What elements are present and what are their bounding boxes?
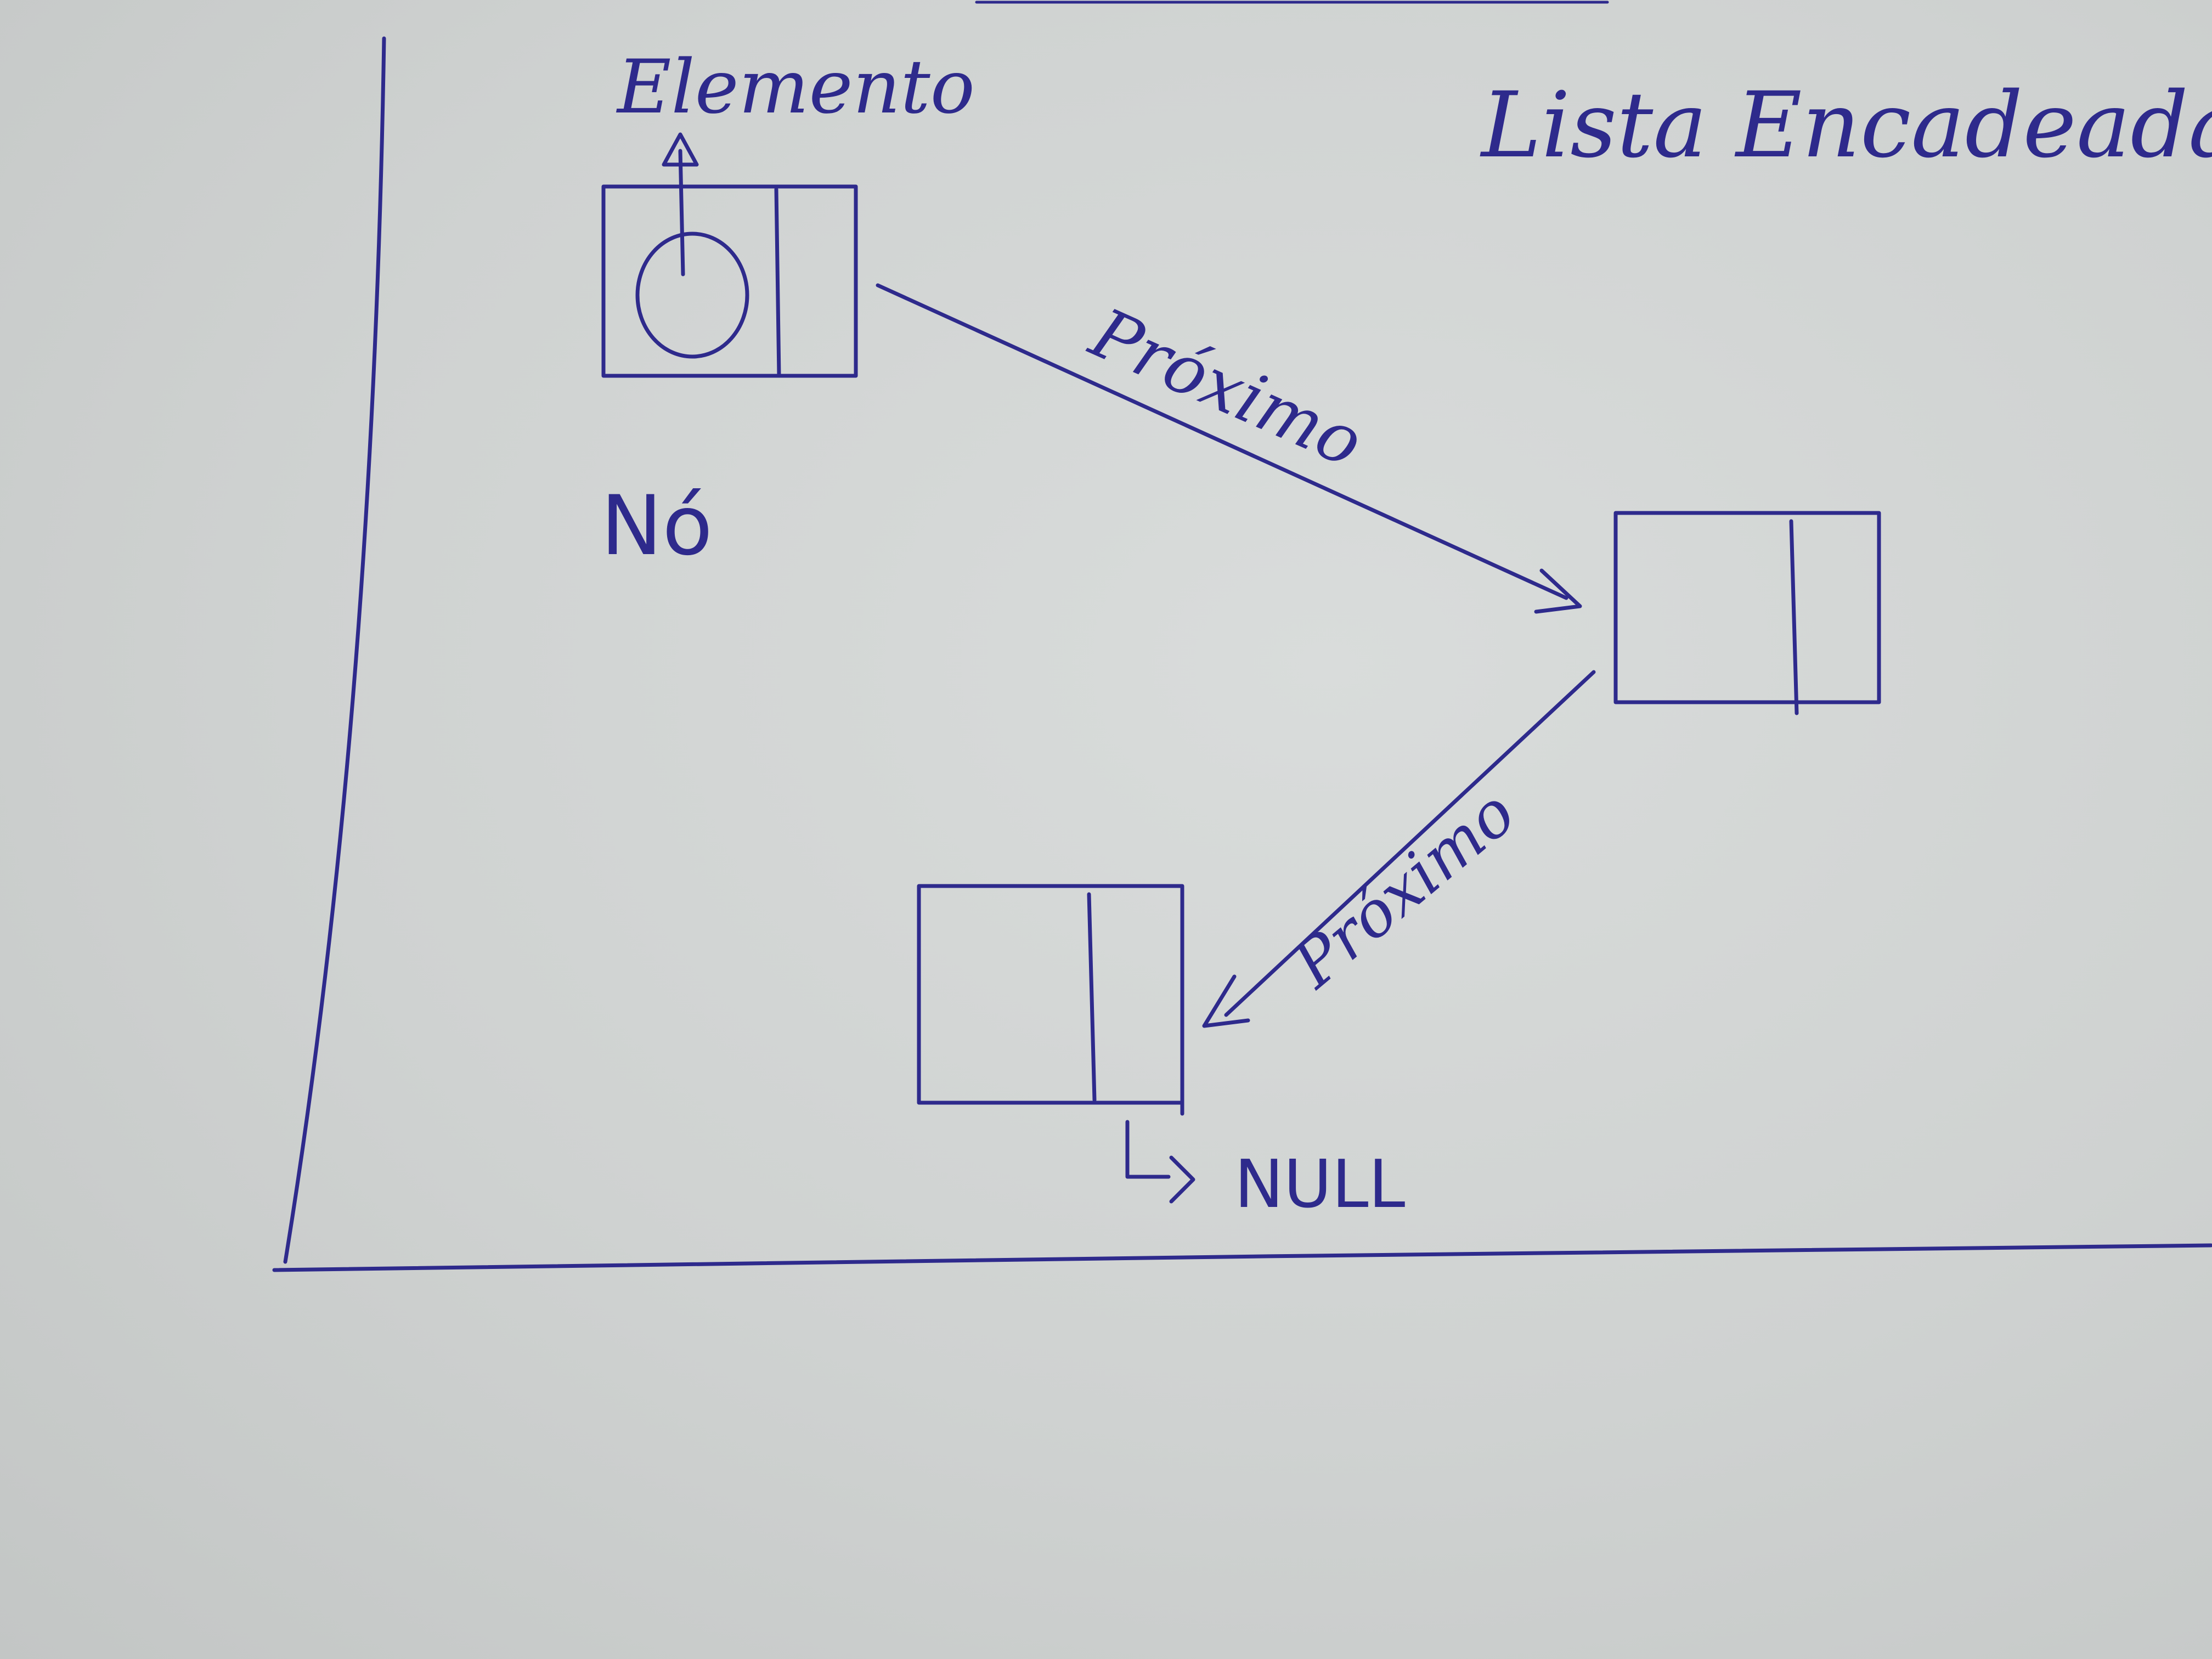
node-3-box [917,884,1184,1105]
next-arrow-2-arrowhead [1202,974,1250,1028]
next-arrow-1 [876,283,1582,614]
next-label-1: Próximo [1079,293,1374,483]
node-1 [601,132,858,378]
null-pointer-arrowhead [1169,1155,1195,1204]
node-2-divider [1789,519,1799,715]
node-2 [1613,511,1881,715]
node-3 [917,884,1184,1116]
next-arrow-1-arrowhead [1534,568,1582,614]
next-arrow-2-line [1224,670,1596,1017]
frame-left-line [283,36,386,1264]
null-label: NULL [1234,1147,1405,1223]
diagram-title: Lista Encadeada [1480,72,2212,178]
next-arrow-2 [1202,670,1596,1028]
element-label: Elemento [616,44,975,130]
element-pointer-line [678,149,685,276]
frame-bottom-line [272,1243,2212,1272]
node-label: Nó [601,478,713,574]
next-arrow-1-line [876,283,1568,600]
node-1-element-circle [635,232,749,359]
node-1-divider [774,187,781,378]
node-1-box [601,184,858,378]
next-label-2: Próximo [1278,776,1529,1002]
node-2-box [1613,511,1881,704]
node-3-divider [1087,892,1097,1102]
null-pointer-arrow [1125,1120,1171,1179]
element-pointer-arrowhead [662,132,699,167]
